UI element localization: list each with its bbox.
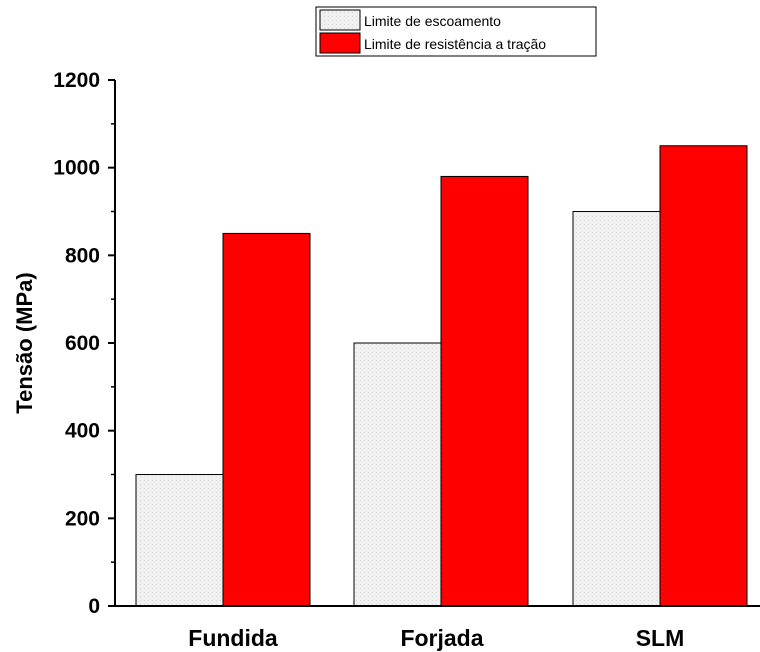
legend-box (315, 6, 597, 57)
bar-forjada-yield (353, 342, 442, 607)
bar-fundida-yield (135, 474, 224, 607)
y-tick-label: 400 (65, 420, 100, 443)
bar-slm-tensile (659, 145, 748, 607)
bar-forjada-tensile (440, 175, 529, 607)
category-label-slm: SLM (636, 625, 685, 651)
legend: Limite de escoamento Limite de resistênc… (315, 6, 597, 57)
bars (135, 145, 748, 607)
y-tick-label: 200 (65, 507, 100, 530)
y-axis-title: Tensão (MPa) (12, 272, 37, 413)
category-label-fundida: Fundida (188, 625, 278, 651)
bar-fundida-tensile (222, 232, 311, 607)
y-tick-label: 0 (88, 595, 100, 618)
x-tick-labels: Fundida Forjada SLM (188, 625, 684, 651)
y-ticks: 0 200 400 600 800 1000 1200 (53, 69, 115, 618)
legend-label-tensile: Limite de resistência a tração (364, 36, 546, 52)
y-tick-label: 1000 (53, 157, 100, 180)
legend-swatch-tensile (319, 32, 361, 54)
bar-slm-yield (572, 211, 661, 607)
y-tick-label: 800 (65, 244, 100, 267)
legend-swatch-yield (319, 9, 361, 31)
legend-label-yield: Limite de escoamento (364, 13, 501, 29)
y-tick-label: 1200 (53, 69, 100, 92)
category-label-forjada: Forjada (400, 625, 483, 651)
y-tick-label: 600 (65, 332, 100, 355)
